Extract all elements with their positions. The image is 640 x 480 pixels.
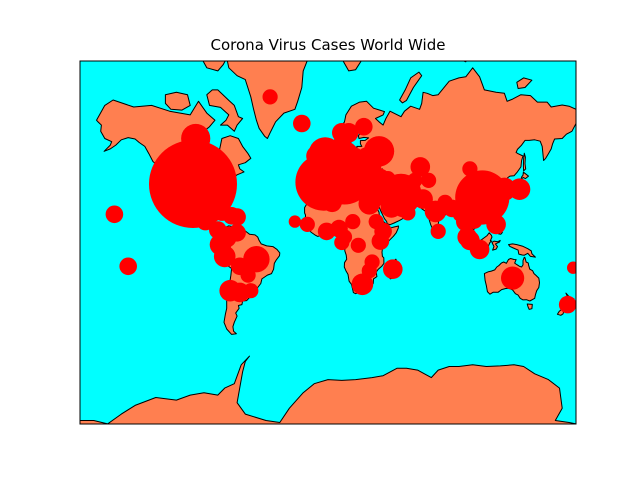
case-marker xyxy=(361,263,377,279)
case-marker xyxy=(457,227,478,247)
case-marker xyxy=(430,223,446,239)
case-marker xyxy=(492,177,516,201)
landmass-sakhalin xyxy=(522,152,527,172)
case-marker xyxy=(262,89,278,105)
case-marker xyxy=(306,145,328,167)
case-marker xyxy=(196,212,215,231)
case-marker xyxy=(332,123,352,143)
case-marker xyxy=(105,205,124,224)
case-marker xyxy=(305,171,329,195)
case-marker xyxy=(390,197,406,213)
landmass-new-siberian-islands xyxy=(516,77,533,89)
landmass-antarctica xyxy=(80,355,576,424)
map-frame xyxy=(79,60,577,425)
case-marker xyxy=(293,114,311,133)
case-marker xyxy=(334,234,350,251)
case-marker xyxy=(149,140,237,228)
case-marker xyxy=(209,221,227,239)
case-marker xyxy=(567,261,576,274)
landmass-new-guinea xyxy=(508,243,536,258)
case-marker xyxy=(379,185,398,204)
case-marker xyxy=(213,203,231,221)
figure-title: Corona Virus Cases World Wide xyxy=(210,36,446,54)
case-marker xyxy=(485,199,504,218)
landmass-svalbard xyxy=(342,61,362,72)
marker-layer xyxy=(105,89,576,314)
landmass-severnaya-zemlya xyxy=(462,61,467,63)
case-marker xyxy=(368,214,384,230)
case-marker xyxy=(345,214,361,230)
case-marker xyxy=(243,283,259,299)
case-marker xyxy=(355,117,373,136)
case-marker xyxy=(299,216,315,232)
case-marker xyxy=(181,123,211,154)
case-marker xyxy=(209,233,232,256)
case-marker xyxy=(243,246,270,273)
landmass-novaya-zemlya xyxy=(399,71,423,104)
landmass-sulawesi xyxy=(491,239,501,251)
case-marker xyxy=(357,147,376,165)
case-marker xyxy=(421,172,437,188)
case-marker xyxy=(413,189,433,209)
case-marker xyxy=(452,206,468,222)
case-marker xyxy=(176,199,199,221)
case-marker xyxy=(317,222,336,241)
case-marker xyxy=(240,267,256,283)
case-marker xyxy=(380,171,396,187)
case-marker xyxy=(486,214,506,235)
case-marker xyxy=(500,266,525,290)
case-marker xyxy=(228,224,246,242)
landmass-tasmania xyxy=(526,303,533,310)
case-marker xyxy=(410,157,431,177)
case-marker xyxy=(345,160,364,178)
case-marker xyxy=(365,187,385,208)
landmass-ellesmere-island xyxy=(202,61,226,72)
case-marker xyxy=(119,257,137,276)
case-marker xyxy=(288,215,302,228)
landmass-victoria-island xyxy=(164,91,191,111)
case-marker xyxy=(462,161,478,177)
landmass-japan-hokkaido xyxy=(520,171,529,180)
case-marker xyxy=(331,183,350,202)
case-marker xyxy=(407,172,423,188)
case-marker xyxy=(558,295,576,314)
case-marker xyxy=(350,237,366,253)
case-marker xyxy=(469,239,490,260)
case-marker xyxy=(228,208,246,226)
case-marker xyxy=(351,273,374,296)
landmass-baffin-island xyxy=(206,89,244,132)
case-marker xyxy=(383,259,403,280)
